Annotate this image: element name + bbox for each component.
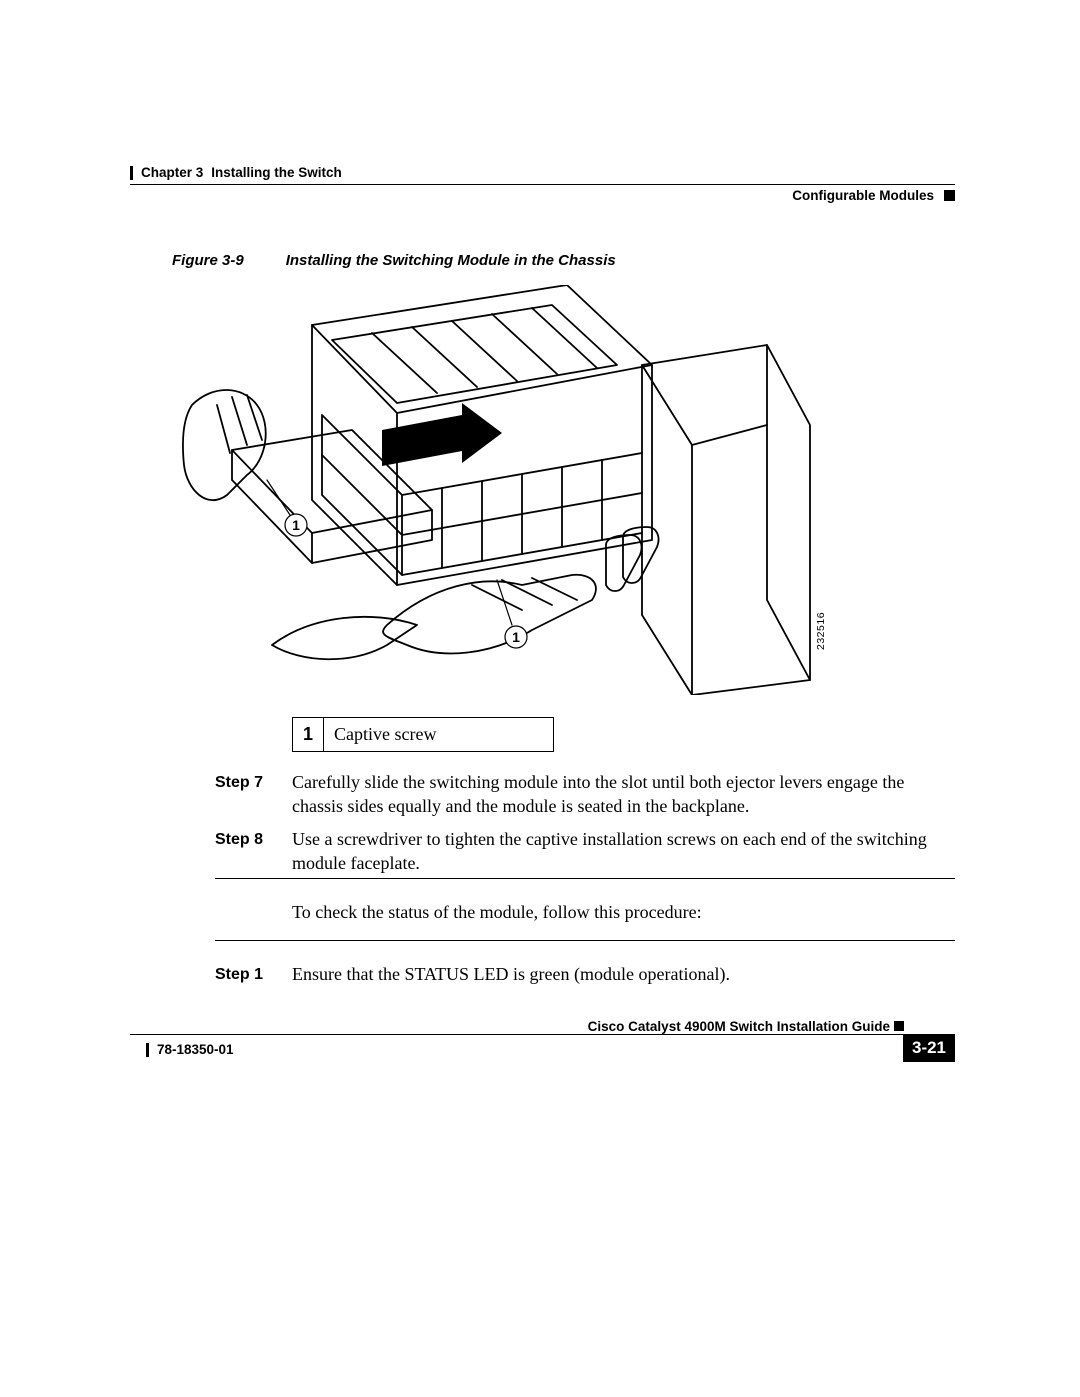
step-text: Ensure that the STATUS LED is green (mod… <box>292 962 955 986</box>
procedure-rule <box>215 940 955 941</box>
figure-legend-table: 1 Captive screw <box>292 717 554 752</box>
running-head-right: Configurable Modules <box>792 188 955 203</box>
doc-number: 78-18350-01 <box>157 1042 234 1057</box>
legend-value: Captive screw <box>324 718 554 752</box>
header-rule <box>130 184 955 185</box>
figure-diagram: 1 1 <box>172 285 822 695</box>
figure-title: Installing the Switching Module in the C… <box>286 252 616 269</box>
figure-art-number: 232516 <box>815 612 827 650</box>
step-text: Carefully slide the switching module int… <box>292 770 955 819</box>
footer-rule <box>130 1034 955 1035</box>
footer-doc-number: 78-18350-01 <box>146 1042 234 1057</box>
callout-1-label: 1 <box>292 517 300 533</box>
page-number: 3-21 <box>912 1038 946 1058</box>
footer-guide-title: Cisco Catalyst 4900M Switch Installation… <box>588 1019 890 1034</box>
section-name: Configurable Modules <box>792 188 934 203</box>
figure-label: Figure 3-9 <box>172 252 244 269</box>
table-row: 1 Captive screw <box>293 718 554 752</box>
step-label: Step 7 <box>215 770 292 819</box>
footer-marker-icon <box>894 1021 904 1031</box>
procedure-1: Step 7 Carefully slide the switching mod… <box>215 770 955 883</box>
page-number-box: 3-21 <box>903 1034 955 1062</box>
section-marker-icon <box>944 190 955 201</box>
step-label: Step 8 <box>215 827 292 876</box>
footer-bar-icon <box>146 1043 149 1057</box>
step-row: Step 1 Ensure that the STATUS LED is gre… <box>215 962 955 986</box>
procedure-2: Step 1 Ensure that the STATUS LED is gre… <box>215 962 955 994</box>
step-row: Step 8 Use a screwdriver to tighten the … <box>215 827 955 876</box>
step-row: Step 7 Carefully slide the switching mod… <box>215 770 955 819</box>
procedure-rule <box>215 878 955 879</box>
procedure-2-intro: To check the status of the module, follo… <box>292 900 955 924</box>
legend-key: 1 <box>293 718 324 752</box>
figure-caption: Figure 3-9 Installing the Switching Modu… <box>172 252 616 269</box>
step-label: Step 1 <box>215 962 292 986</box>
header-bar-icon <box>130 166 133 180</box>
chapter-title: Installing the Switch <box>211 165 342 180</box>
step-text: Use a screwdriver to tighten the captive… <box>292 827 955 876</box>
callout-2-label: 1 <box>512 629 520 645</box>
running-head-left: Chapter 3 Installing the Switch <box>130 165 955 180</box>
document-page: Chapter 3 Installing the Switch Configur… <box>0 0 1080 1397</box>
chapter-label: Chapter 3 <box>141 165 203 180</box>
